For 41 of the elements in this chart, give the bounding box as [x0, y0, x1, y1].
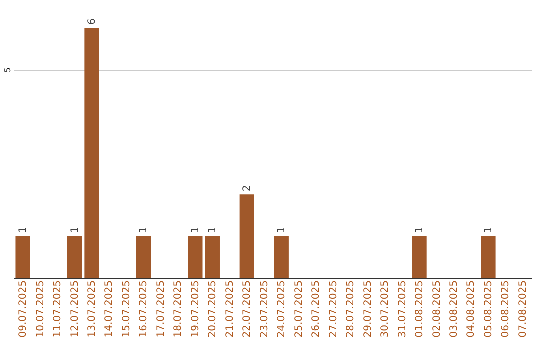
data-label: 1 — [138, 226, 150, 234]
x-tick-label: 30.07.2025 — [380, 280, 392, 338]
x-tick-label: 14.07.2025 — [104, 280, 116, 338]
x-tick-label: 01.08.2025 — [414, 280, 426, 338]
x-tick-label: 18.07.2025 — [173, 280, 184, 338]
x-tick-label: 10.07.2025 — [35, 280, 46, 338]
data-label: 6 — [87, 18, 98, 25]
x-tick-label: 23.07.2025 — [259, 280, 270, 338]
data-label: 1 — [483, 226, 494, 234]
x-tick-label: 15.07.2025 — [121, 280, 132, 338]
data-label: 1 — [190, 226, 202, 234]
data-label: 1 — [18, 226, 30, 234]
x-tick-label: 12.07.2025 — [70, 280, 81, 338]
x-tick-label: 06.08.2025 — [500, 280, 512, 338]
x-tick-label: 26.07.2025 — [311, 280, 322, 338]
x-tick-label: 24.07.2025 — [276, 280, 288, 338]
x-tick-label: 19.07.2025 — [190, 280, 202, 338]
data-label: 1 — [276, 226, 288, 234]
x-tick-label: 02.08.2025 — [432, 280, 443, 338]
data-label: 1 — [414, 226, 426, 234]
x-tick-label: 20.07.2025 — [208, 280, 219, 338]
x-tick-label: 21.07.2025 — [224, 280, 236, 338]
x-tick-label: 13.07.2025 — [87, 280, 98, 338]
y-tick-label: 5 — [4, 68, 12, 73]
x-tick-label: 29.07.2025 — [362, 280, 374, 338]
x-tick-label: 22.07.2025 — [242, 280, 254, 338]
x-tick-label: 27.07.2025 — [328, 280, 340, 338]
x-tick-label: 04.08.2025 — [466, 280, 478, 338]
x-tick-label: 03.08.2025 — [449, 280, 460, 338]
x-tick-label: 31.07.2025 — [397, 280, 408, 338]
x-tick-label: 17.07.2025 — [156, 280, 167, 338]
data-label: 2 — [242, 185, 254, 192]
x-tick-label: 25.07.2025 — [294, 280, 305, 338]
data-label: 1 — [70, 226, 81, 234]
x-tick-label: 09.07.2025 — [18, 280, 30, 338]
x-tick-label: 28.07.2025 — [346, 280, 357, 338]
x-tick-label: 11.07.2025 — [52, 280, 64, 338]
x-tick-label: 07.08.2025 — [518, 280, 529, 338]
x-tick-label: 05.08.2025 — [483, 280, 494, 338]
data-label: 1 — [208, 226, 219, 234]
x-tick-label: 16.07.2025 — [138, 280, 150, 338]
